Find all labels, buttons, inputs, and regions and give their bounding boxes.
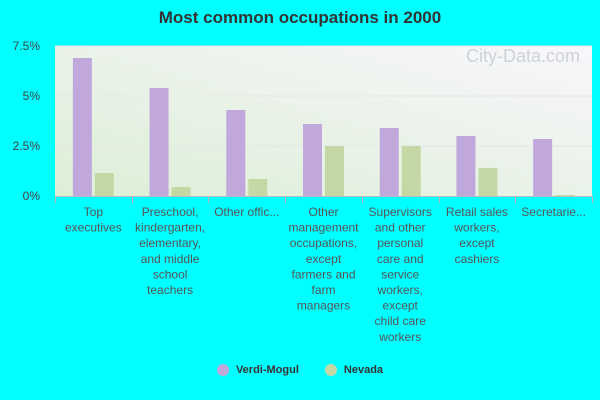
x-tick-label-line: farmers and: [291, 267, 355, 281]
x-tick-label-line: service: [381, 267, 419, 281]
bar-series-1: [72, 58, 92, 196]
x-tick-label-line: Preschool,: [142, 205, 199, 219]
legend-label-series-1: Verdi-Mogul: [235, 364, 299, 376]
x-tick-label-line: farm: [312, 283, 336, 297]
x-tick-label-line: child care: [375, 314, 427, 328]
bar-series-2: [171, 187, 191, 196]
bar-series-2: [478, 168, 498, 196]
x-tick-label-line: and middle: [141, 252, 200, 266]
bar-series-1: [303, 124, 322, 196]
y-tick-label: 5%: [23, 89, 41, 103]
x-tick-label-line: except: [383, 299, 419, 313]
x-tick-label-line: Other: [308, 205, 338, 219]
legend-item-series-1: Verdi-Mogul: [216, 364, 299, 376]
bar-series-2: [248, 179, 268, 196]
x-tick-label-line: kindergarten,: [135, 221, 205, 235]
x-tick-label: Top executives: [65, 205, 122, 235]
x-tick-label-line: elementary,: [139, 236, 201, 250]
y-tick-label: 7.5%: [13, 39, 41, 53]
legend-label-series-2: Nevada: [343, 364, 384, 376]
x-tick-label-line: management: [288, 221, 359, 235]
plot-area: [55, 46, 592, 196]
x-tick-label-line: managers: [297, 299, 350, 313]
chart-title: Most common occupations in 2000: [158, 8, 442, 27]
bar-series-1: [379, 128, 399, 196]
x-tick-label-line: Retail sales: [446, 205, 508, 219]
x-tick-label: Retail sales workers, except cashiers: [446, 205, 508, 266]
y-tick-label: 2.5%: [13, 139, 41, 153]
x-tick-label: Other offic...: [214, 205, 279, 219]
x-tick-label-line: Other offic...: [214, 205, 279, 219]
x-tick-label: Preschool, kindergarten, elementary, and mi…: [135, 205, 205, 297]
bar-series-2: [555, 195, 575, 196]
x-tick-label-line: occupations,: [290, 236, 357, 250]
x-tick-label-line: Top: [84, 205, 104, 219]
y-tick-label: 0%: [23, 189, 41, 203]
bar-series-1: [456, 136, 476, 196]
bar-series-2: [401, 146, 421, 196]
x-tick-label-line: workers: [378, 330, 421, 344]
legend-swatch-series-2: [324, 364, 337, 376]
x-tick-label: Secretarie...: [521, 205, 586, 219]
x-tick-label-line: workers,: [377, 283, 423, 297]
bar-series-1: [149, 88, 169, 196]
x-tick-label-line: school: [153, 267, 188, 281]
x-tick-label-line: except: [459, 236, 495, 250]
x-tick-label: Supervisors and other personal care and serv…: [369, 205, 432, 344]
bar-series-2: [325, 146, 344, 196]
legend-item-series-2: Nevada: [324, 364, 384, 376]
x-tick-label-line: personal: [377, 236, 423, 250]
legend: Verdi-Mogul Nevada: [0, 364, 600, 376]
x-tick-label-line: cashiers: [455, 252, 500, 266]
x-tick-label-line: teachers: [147, 283, 193, 297]
x-tick-label-line: Supervisors: [369, 205, 432, 219]
bar-series-1: [226, 110, 246, 196]
x-tick-label-line: workers,: [453, 221, 499, 235]
bar-series-1: [533, 139, 553, 196]
x-tick-label-line: Secretarie...: [521, 205, 586, 219]
x-tick-label-line: care and: [377, 252, 424, 266]
bar-series-2: [94, 173, 114, 196]
x-tick-label-line: except: [306, 252, 342, 266]
watermark: City-Data.com: [465, 46, 580, 66]
x-tick-label-line: executives: [65, 221, 122, 235]
x-tick-label: Other management occupations, except farmers…: [288, 205, 359, 313]
x-tick-label-line: and other: [375, 221, 426, 235]
legend-swatch-series-1: [216, 364, 229, 376]
